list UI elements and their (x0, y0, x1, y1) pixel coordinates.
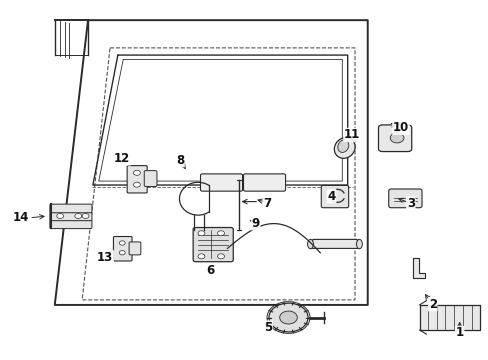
FancyBboxPatch shape (50, 212, 92, 221)
FancyBboxPatch shape (321, 185, 348, 208)
Ellipse shape (337, 140, 348, 152)
Ellipse shape (307, 239, 313, 249)
Circle shape (82, 213, 89, 219)
Circle shape (57, 213, 63, 219)
Circle shape (198, 231, 204, 236)
Text: 7: 7 (263, 197, 271, 210)
Circle shape (75, 213, 81, 219)
Circle shape (133, 170, 140, 175)
Circle shape (217, 254, 224, 259)
Text: 14: 14 (13, 211, 29, 224)
Circle shape (217, 231, 224, 236)
FancyBboxPatch shape (50, 204, 92, 213)
Text: 6: 6 (206, 264, 214, 277)
Text: 9: 9 (251, 217, 259, 230)
Text: 3: 3 (406, 197, 414, 210)
Text: 11: 11 (343, 129, 360, 141)
FancyBboxPatch shape (144, 171, 157, 186)
Circle shape (119, 251, 125, 255)
Text: 5: 5 (264, 321, 272, 334)
Text: 10: 10 (392, 121, 408, 134)
Text: 8: 8 (176, 154, 183, 167)
Text: 12: 12 (114, 152, 130, 165)
FancyBboxPatch shape (113, 237, 132, 261)
FancyBboxPatch shape (200, 174, 242, 191)
Polygon shape (310, 239, 359, 248)
FancyBboxPatch shape (50, 220, 92, 229)
Text: 1: 1 (455, 327, 463, 339)
Circle shape (198, 254, 204, 259)
Ellipse shape (334, 138, 354, 158)
Text: 2: 2 (428, 298, 436, 311)
Circle shape (279, 311, 297, 324)
FancyBboxPatch shape (193, 228, 233, 262)
FancyBboxPatch shape (243, 174, 285, 191)
Circle shape (268, 303, 307, 332)
FancyBboxPatch shape (378, 125, 411, 152)
Text: 4: 4 (327, 190, 335, 203)
Polygon shape (412, 258, 425, 278)
FancyBboxPatch shape (129, 242, 141, 255)
Ellipse shape (356, 239, 362, 249)
Text: 13: 13 (97, 251, 113, 264)
Circle shape (389, 133, 403, 143)
Polygon shape (419, 305, 479, 330)
FancyBboxPatch shape (127, 166, 147, 193)
FancyBboxPatch shape (388, 189, 421, 208)
Circle shape (119, 241, 125, 245)
Circle shape (133, 182, 140, 187)
